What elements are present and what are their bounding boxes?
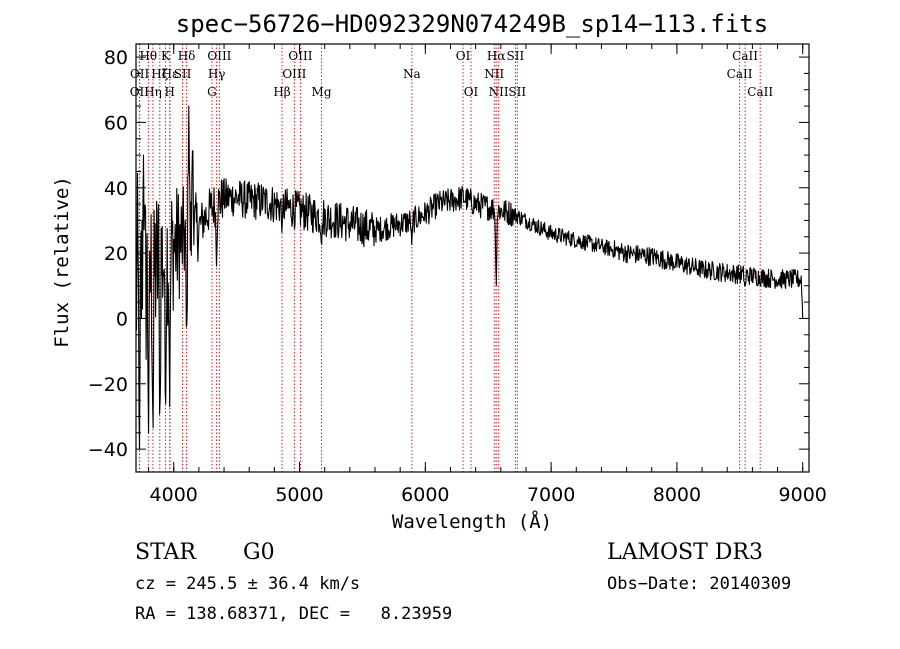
line-label: Hζ [151, 67, 168, 81]
line-label: Na [403, 67, 421, 81]
line-label: OII [130, 85, 150, 99]
line-label: Hγ [208, 67, 226, 81]
line-label: Hη [144, 85, 162, 99]
chart-title: spec−56726−HD092329N074249B_sp14−113.fit… [176, 10, 768, 38]
y-axis-ticks: −40 −20 0 20 40 60 80 [88, 47, 809, 461]
line-label: G [207, 85, 217, 99]
x-axis-ticks: 4000 5000 6000 7000 8000 9000 [148, 44, 827, 506]
y-tick-label: 60 [104, 112, 128, 134]
object-class: STAR [135, 540, 196, 565]
line-label: Mg [312, 85, 332, 99]
y-axis-label: Flux (relative) [51, 176, 73, 348]
object-subclass: G0 [243, 540, 275, 565]
line-label: OI [456, 49, 471, 63]
line-label: OII [130, 67, 150, 81]
line-label: SII [174, 67, 192, 81]
flux-series-line [135, 105, 804, 450]
line-label: Hθ [139, 49, 157, 63]
x-tick-label: 4000 [150, 484, 198, 506]
y-tick-label: 80 [104, 47, 128, 69]
redshift-readout: cz = 245.5 ± 36.4 km/s [135, 574, 361, 594]
x-tick-label: 5000 [275, 484, 323, 506]
line-label: CaII [727, 67, 753, 81]
line-label: Hα [487, 49, 506, 63]
line-label: OIII [207, 49, 231, 63]
plot-frame [135, 43, 810, 473]
y-tick-label: 0 [116, 308, 128, 330]
line-label: SII [508, 85, 526, 99]
x-tick-label: 6000 [401, 484, 449, 506]
line-label: OI [464, 85, 479, 99]
line-label: Hε [162, 67, 179, 81]
line-label: K [161, 49, 171, 63]
survey-name: LAMOST DR3 [607, 540, 763, 565]
obs-date: Obs−Date: 20140309 [607, 574, 792, 594]
line-label: Hδ [178, 49, 196, 63]
x-axis-label: Wavelength (Å) [392, 510, 552, 533]
line-label: H [164, 85, 174, 99]
line-label: NII [489, 85, 509, 99]
x-tick-label: 8000 [653, 484, 701, 506]
line-label: OIII [288, 49, 312, 63]
x-tick-label: 9000 [779, 484, 827, 506]
y-tick-label: 40 [104, 178, 128, 200]
y-tick-label: −40 [88, 439, 128, 461]
line-label: NII [484, 67, 504, 81]
line-label: OIII [282, 67, 306, 81]
x-tick-label: 7000 [527, 484, 575, 506]
y-tick-label: 20 [104, 243, 128, 265]
line-label: SII [507, 49, 525, 63]
line-label: Hβ [273, 85, 290, 99]
emission-line-labels: OIIOIIHθHηHζKHHεSIIHδGHγOIIIHβOIIIOIIIMg… [130, 49, 774, 99]
y-tick-label: −20 [88, 374, 128, 396]
line-label: CaII [732, 49, 758, 63]
coordinates: RA = 138.68371, DEC = 8.23959 [135, 604, 453, 624]
line-label: CaII [747, 85, 773, 99]
